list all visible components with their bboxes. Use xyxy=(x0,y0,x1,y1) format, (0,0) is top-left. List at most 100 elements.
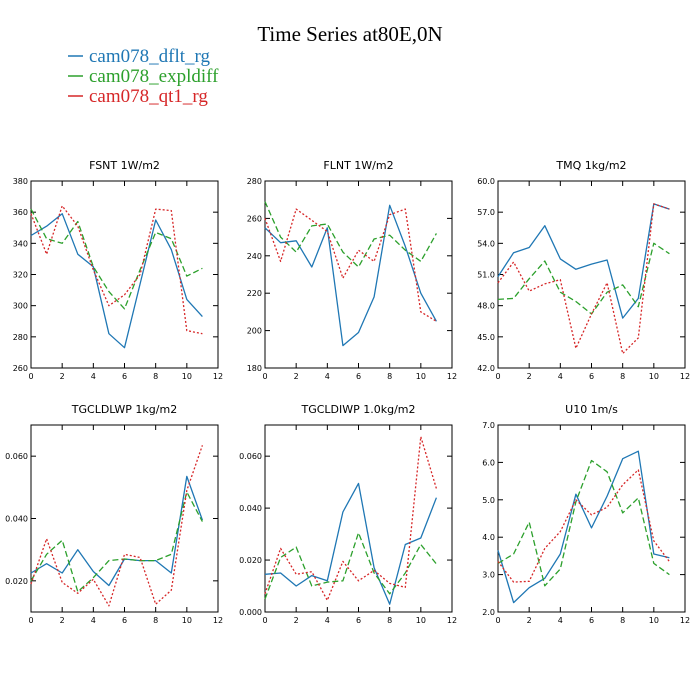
x-tick-label: 4 xyxy=(558,372,563,381)
series-line xyxy=(30,213,203,349)
panel-title: FLNT 1W/m2 xyxy=(323,159,393,172)
panel-title: TMQ 1kg/m2 xyxy=(555,159,626,172)
y-tick-label: 48.0 xyxy=(477,302,495,311)
x-tick-label: 10 xyxy=(416,616,426,625)
x-tick-label: 10 xyxy=(182,372,192,381)
legend: cam078_dflt_rg cam078_expldiff cam078_qt… xyxy=(68,46,219,107)
y-tick-label: 54.0 xyxy=(477,239,495,248)
series-line xyxy=(30,475,204,587)
x-tick-label: 6 xyxy=(122,616,127,625)
x-tick-label: 8 xyxy=(620,372,625,381)
y-tick-label: 2.0 xyxy=(482,608,495,617)
series-line xyxy=(30,208,203,310)
y-tick-label: 200 xyxy=(247,327,262,336)
y-tick-label: 5.0 xyxy=(482,496,495,505)
x-tick-label: 4 xyxy=(558,616,563,625)
panel-title: FSNT 1W/m2 xyxy=(89,159,160,172)
x-tick-label: 6 xyxy=(589,616,594,625)
x-tick-label: 4 xyxy=(325,616,330,625)
panel-title: TGCLDLWP 1kg/m2 xyxy=(71,403,177,416)
y-tick-label: 380 xyxy=(13,177,28,186)
legend-label: cam078_dflt_rg xyxy=(89,46,211,67)
x-tick-label: 10 xyxy=(649,372,659,381)
x-tick-label: 10 xyxy=(416,372,426,381)
series-line xyxy=(30,491,203,593)
y-tick-label: 180 xyxy=(247,364,262,373)
x-tick-label: 6 xyxy=(356,372,361,381)
y-tick-label: 57.0 xyxy=(477,208,495,217)
y-tick-label: 280 xyxy=(13,333,28,342)
x-tick-label: 12 xyxy=(213,616,223,625)
series-line xyxy=(264,201,437,268)
x-tick-label: 8 xyxy=(387,372,392,381)
plot-frame xyxy=(497,180,686,369)
y-tick-label: 320 xyxy=(13,271,28,280)
x-tick-label: 12 xyxy=(680,616,690,625)
legend-item: cam078_qt1_rg xyxy=(68,86,208,107)
y-tick-label: 60.0 xyxy=(477,177,495,186)
x-tick-label: 12 xyxy=(680,372,690,381)
chart-panel: TGCLDIWP 1.0kg/m2 0 2 4 6 8 10 12 0.000 0.020 0.04… xyxy=(239,403,457,625)
y-tick-label: 220 xyxy=(247,289,262,298)
x-tick-label: 4 xyxy=(325,372,330,381)
series-line xyxy=(264,436,438,601)
x-tick-label: 8 xyxy=(153,616,158,625)
y-tick-label: 0.060 xyxy=(5,452,28,461)
x-tick-label: 12 xyxy=(447,372,457,381)
series-line xyxy=(30,205,203,335)
series-line xyxy=(497,203,670,319)
x-tick-label: 2 xyxy=(60,616,65,625)
chart-panel: TMQ 1kg/m2 0 2 4 6 8 10 12 42.0 45.0 48.0 51.0 54.0 5… xyxy=(477,159,690,381)
x-tick-label: 4 xyxy=(91,372,96,381)
panel-title: TGCLDIWP 1.0kg/m2 xyxy=(300,403,415,416)
y-tick-label: 280 xyxy=(247,177,262,186)
plot-frame xyxy=(497,424,686,613)
chart-panel: FSNT 1W/m2 0 2 4 6 8 10 12 260 280 300 320 340 360 380 xyxy=(13,159,223,381)
chart-panels: FSNT 1W/m20 2 4 6 8 10 12260280300320340360380… xyxy=(5,159,690,625)
x-tick-label: 12 xyxy=(213,372,223,381)
figure-title: Time Series at80E,0N xyxy=(257,22,442,46)
legend-item: cam078_expldiff xyxy=(68,66,219,87)
chart-panel: TGCLDLWP 1kg/m2 0 2 4 6 8 10 12 0.020 0.040 0.060 xyxy=(5,403,223,625)
y-tick-label: 7.0 xyxy=(482,421,495,430)
x-tick-label: 8 xyxy=(153,372,158,381)
x-tick-label: 0 xyxy=(262,372,267,381)
x-tick-label: 0 xyxy=(495,616,500,625)
y-tick-label: 260 xyxy=(13,364,28,373)
legend-label: cam078_expldiff xyxy=(89,66,219,87)
legend-label: cam078_qt1_rg xyxy=(89,86,208,107)
x-tick-label: 2 xyxy=(60,372,65,381)
panel-title: U10 1m/s xyxy=(565,403,618,416)
y-tick-label: 340 xyxy=(13,239,28,248)
legend-item: cam078_dflt_rg xyxy=(68,46,211,67)
y-tick-label: 0.020 xyxy=(5,577,28,586)
x-tick-label: 6 xyxy=(356,616,361,625)
x-tick-label: 0 xyxy=(495,372,500,381)
x-tick-label: 8 xyxy=(620,616,625,625)
chart-panel: U10 1m/s 0 2 4 6 8 10 12 2.0 3.0 4.0 5.0 6.0 7.0 xyxy=(482,403,690,625)
x-tick-label: 0 xyxy=(28,616,33,625)
y-tick-label: 42.0 xyxy=(477,364,495,373)
plot-frame xyxy=(264,180,453,369)
x-tick-label: 6 xyxy=(589,372,594,381)
x-tick-label: 2 xyxy=(527,372,532,381)
y-tick-label: 6.0 xyxy=(482,458,495,467)
y-tick-label: 240 xyxy=(247,252,262,261)
series-line xyxy=(264,532,437,600)
x-tick-label: 0 xyxy=(262,616,267,625)
x-tick-label: 4 xyxy=(91,616,96,625)
series-line xyxy=(264,482,438,605)
y-tick-label: 0.000 xyxy=(239,608,262,617)
y-tick-label: 45.0 xyxy=(477,333,495,342)
y-tick-label: 0.040 xyxy=(239,504,262,513)
y-tick-label: 4.0 xyxy=(482,533,495,542)
x-tick-label: 8 xyxy=(387,616,392,625)
x-tick-label: 10 xyxy=(182,616,192,625)
x-tick-label: 6 xyxy=(122,372,127,381)
x-tick-label: 2 xyxy=(294,616,299,625)
y-tick-label: 0.020 xyxy=(239,556,262,565)
x-tick-label: 10 xyxy=(649,616,659,625)
y-tick-label: 0.040 xyxy=(5,515,28,524)
y-tick-label: 51.0 xyxy=(477,271,495,280)
